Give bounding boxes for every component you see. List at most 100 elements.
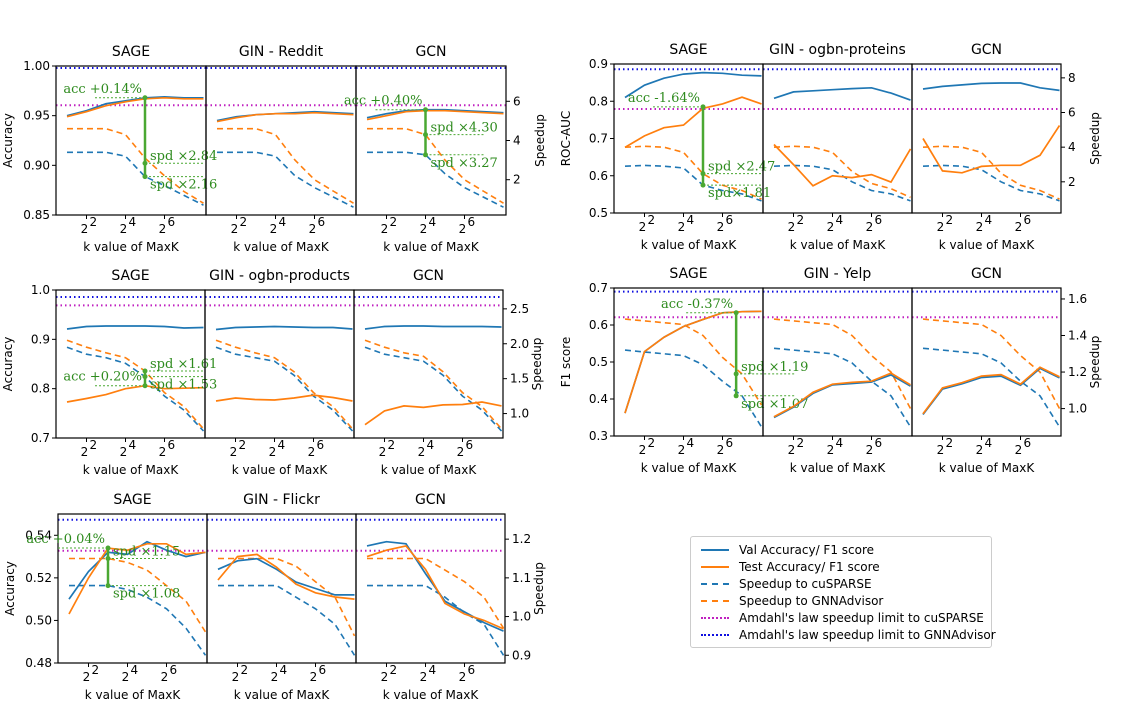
test-accuracy-line [364, 401, 502, 426]
x-tick-label: 2 [418, 445, 426, 459]
x-tick-label: 2 [270, 222, 278, 236]
speedup-gnnadvisor-line [773, 145, 911, 199]
y2-tick-label: 2.0 [510, 337, 529, 351]
y2-tick-label: 1.0 [512, 610, 531, 624]
annotation-acc: acc -0.37% [661, 297, 733, 312]
y-tick-label: 0.4 [589, 392, 608, 406]
test-accuracy-line [624, 96, 762, 149]
val-accuracy-line [364, 325, 502, 330]
x-axis-label: k value of MaxK [234, 688, 331, 702]
y-tick-label: 0.6 [589, 318, 608, 332]
x-tick-label: 2 [459, 670, 467, 684]
x-axis-label: k value of MaxK [232, 463, 329, 477]
x-tick-exponent: 6 [318, 215, 326, 229]
x-tick-exponent: 6 [875, 436, 883, 450]
x-tick-exponent: 4 [129, 438, 137, 452]
x-tick-label: 2 [788, 443, 796, 457]
x-tick-exponent: 2 [90, 438, 98, 452]
x-tick-label: 2 [678, 220, 686, 234]
speedup-gnnadvisor-line [364, 339, 503, 430]
x-axis-label: k value of MaxK [383, 688, 480, 702]
x-tick-label: 2 [639, 220, 647, 234]
legend-item-amdahl-gnnadvisor: Amdahl's law speedup limit to GNNAdvisor [701, 627, 996, 643]
y2-tick-label: 1.0 [1068, 402, 1087, 416]
val-accuracy-line [66, 325, 204, 330]
speedup-gnnadvisor-line [624, 318, 763, 406]
x-tick-label: 2 [866, 443, 874, 457]
y2-tick-label: 1.1 [512, 571, 531, 585]
test-accuracy-line [217, 553, 355, 600]
plot-area [356, 518, 505, 656]
x-tick-exponent: 2 [797, 436, 805, 450]
subplot-frame [355, 65, 507, 216]
x-tick-exponent: 6 [170, 663, 178, 677]
y-axis-label: F1 score [559, 337, 573, 388]
x-tick-exponent: 6 [466, 438, 474, 452]
y2-axis-label: Speedup [1088, 336, 1102, 389]
annotation-acc: acc +0.20% [63, 370, 142, 385]
subplot-frame [353, 289, 504, 439]
speedup-cusparse-line [773, 164, 911, 202]
x-tick-exponent: 6 [317, 438, 325, 452]
x-tick-label: 2 [122, 670, 130, 684]
x-tick-exponent: 4 [687, 436, 695, 450]
speedup-cusparse-line [66, 346, 205, 432]
speedup-cusparse-line [364, 346, 503, 432]
legend-label: Amdahl's law speedup limit to GNNAdvisor [739, 628, 996, 642]
annotation-spd1: spd ×4.30 [431, 121, 498, 136]
x-tick-label: 2 [866, 220, 874, 234]
speedup-gnnadvisor-line [773, 318, 912, 409]
plot-area [763, 68, 912, 202]
annotation-spd1: spd ×1.19 [741, 360, 808, 375]
x-tick-exponent: 4 [279, 215, 287, 229]
x-tick-label: 2 [381, 670, 389, 684]
x-tick-exponent: 6 [468, 215, 476, 229]
speedup-cusparse-line [624, 349, 763, 428]
legend-label: Test Accuracy/ F1 score [739, 560, 880, 574]
speedup-gnnadvisor-line [367, 557, 505, 629]
annotation-group: acc +0.14% spd ×2.84 spd ×2.16 [63, 82, 217, 193]
legend-swatch-spd-cusparse [701, 583, 729, 585]
subplot-frame [911, 287, 1062, 437]
plot-area [58, 518, 207, 656]
annotation-spd2: spd ×2.16 [150, 178, 217, 193]
subplot-title: GCN [971, 42, 1002, 58]
subplot-frame [911, 63, 1062, 214]
x-tick-exponent: 2 [90, 215, 98, 229]
x-tick-label: 2 [937, 443, 945, 457]
x-tick-exponent: 2 [92, 663, 100, 677]
plot-area [205, 295, 354, 432]
test-accuracy-line [922, 366, 1060, 415]
subplot-title: SAGE [669, 266, 707, 282]
x-tick-label: 2 [420, 670, 428, 684]
subplot-title: SAGE [669, 42, 707, 58]
speedup-cusparse-line [367, 151, 504, 208]
legend-label: Speedup to cuSPARSE [739, 577, 872, 591]
test-accuracy-line [216, 111, 354, 123]
y-tick-label: 0.54 [25, 528, 52, 542]
legend-swatch-test [701, 566, 729, 568]
y-tick-label: 0.8 [589, 94, 608, 108]
test-accuracy-line [366, 544, 504, 630]
plot-area [56, 295, 205, 432]
x-tick-label: 2 [159, 445, 167, 459]
y2-tick-label: 4 [513, 134, 521, 148]
x-tick-label: 2 [161, 670, 169, 684]
subplot-title: GIN - Yelp [804, 266, 872, 282]
x-tick-exponent: 2 [388, 438, 396, 452]
plot-area [614, 68, 763, 202]
x-tick-label: 2 [717, 220, 725, 234]
x-tick-exponent: 4 [427, 438, 435, 452]
speedup-cusparse-line [773, 347, 912, 428]
y2-tick-label: 6 [1068, 106, 1076, 120]
plot-area [206, 66, 356, 208]
speedup-cusparse-line [215, 346, 354, 432]
x-tick-label: 2 [459, 222, 467, 236]
